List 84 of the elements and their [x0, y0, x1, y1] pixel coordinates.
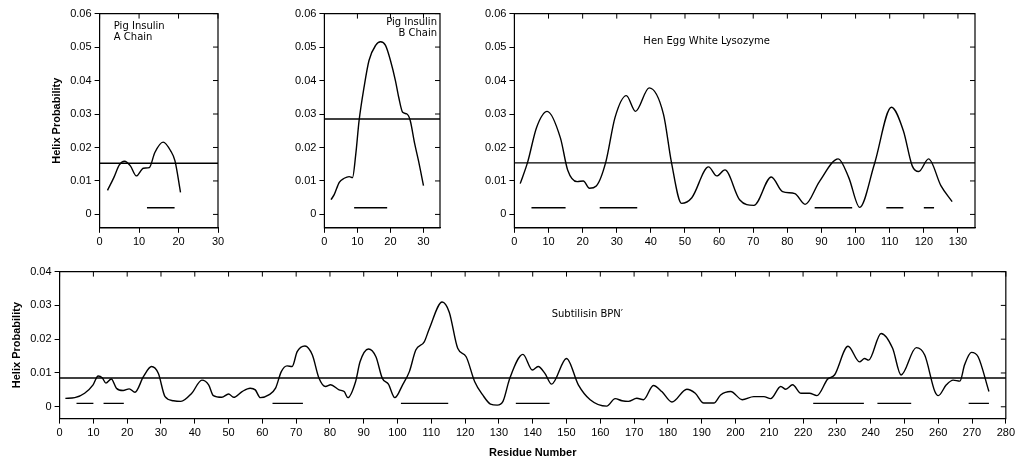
y-tick-label: 0.05 — [484, 40, 507, 53]
y-tick-label: 0.03 — [30, 298, 52, 311]
y-tick-label: 0.01 — [484, 173, 507, 186]
y-tick-label: 0.03 — [294, 107, 317, 120]
x-tick-label: 10 — [542, 235, 555, 248]
x-tick-label: 220 — [793, 426, 813, 439]
y-tick-label: 0.05 — [70, 40, 92, 53]
y-axis-title: Helix Probability — [49, 76, 62, 164]
x-tick-label: 50 — [222, 426, 235, 439]
y-tick-label: 0.04 — [294, 73, 317, 86]
x-tick-label: 170 — [624, 426, 644, 439]
y-tick-label: 0.04 — [30, 264, 52, 277]
x-tick-label: 30 — [211, 235, 225, 248]
y-tick-label: 0.01 — [294, 173, 317, 186]
x-tick-label: 30 — [610, 235, 623, 248]
x-tick-label: 10 — [87, 426, 100, 439]
text: Subtilisin BPN′ — [551, 308, 625, 320]
text: Pig Insulin A Chain — [113, 20, 166, 43]
x-axis-title: Residue Number — [489, 446, 578, 459]
x-tick-label: 110 — [422, 426, 441, 439]
x-tick-label: 10 — [351, 235, 364, 248]
x-tick-label: 190 — [692, 426, 711, 439]
x-tick-label: 110 — [880, 235, 899, 248]
x-tick-label: 200 — [726, 426, 745, 439]
x-tick-label: 210 — [760, 426, 779, 439]
x-tick-label: 100 — [388, 426, 407, 439]
x-tick-label: 60 — [712, 235, 726, 248]
x-tick-label: 40 — [188, 426, 201, 439]
y-tick-label: 0 — [500, 207, 507, 220]
x-tick-label: 50 — [678, 235, 692, 248]
x-tick-label: 80 — [781, 235, 794, 248]
x-tick-label: 180 — [658, 426, 678, 439]
text: Hen Egg White Lysozyme — [643, 35, 771, 47]
y-tick-label: 0.01 — [70, 173, 92, 186]
x-tick-label: 120 — [455, 426, 475, 439]
x-tick-label: 240 — [861, 426, 880, 439]
x-tick-label: 90 — [357, 426, 370, 439]
y-tick-label: 0.04 — [484, 73, 507, 86]
x-tick-label: 140 — [523, 426, 542, 439]
x-tick-label: 30 — [154, 426, 168, 439]
x-tick-label: 20 — [576, 235, 589, 248]
y-tick-label: 0.06 — [294, 6, 317, 19]
x-tick-label: 80 — [323, 426, 337, 439]
y-tick-label: 0.03 — [484, 107, 507, 120]
x-tick-label: 0 — [56, 426, 63, 439]
x-tick-label: 270 — [962, 426, 982, 439]
y-tick-label: 0.01 — [30, 366, 52, 379]
y-tick-label: 0.06 — [484, 6, 507, 19]
x-tick-label: 20 — [121, 426, 134, 439]
x-tick-label: 100 — [846, 235, 865, 248]
y-tick-label: 0 — [85, 207, 92, 220]
y-tick-label: 0 — [310, 207, 317, 220]
x-tick-label: 150 — [557, 426, 576, 439]
x-tick-label: 30 — [417, 235, 430, 248]
x-tick-label: 60 — [256, 426, 269, 439]
x-tick-label: 10 — [132, 235, 146, 248]
x-tick-label: 230 — [827, 426, 847, 439]
text: Pig Insulin B Chain — [385, 15, 437, 38]
x-tick-label: 130 — [948, 235, 968, 248]
x-tick-label: 120 — [914, 235, 933, 248]
y-axis-title: Helix Probability — [9, 301, 22, 389]
y-tick-label: 0 — [45, 399, 52, 412]
x-tick-label: 20 — [172, 235, 185, 248]
x-tick-label: 280 — [996, 426, 1015, 439]
y-tick-label: 0.06 — [70, 6, 92, 19]
x-tick-label: 160 — [591, 426, 610, 439]
x-tick-label: 20 — [384, 235, 397, 248]
y-tick-label: 0.04 — [70, 73, 92, 86]
x-tick-label: 260 — [929, 426, 948, 439]
x-tick-label: 250 — [895, 426, 914, 439]
x-tick-label: 130 — [489, 426, 509, 439]
x-tick-label: 70 — [290, 426, 303, 439]
x-tick-label: 0 — [511, 235, 518, 248]
x-tick-label: 90 — [815, 235, 828, 248]
x-tick-label: 0 — [321, 235, 328, 248]
x-tick-label: 40 — [644, 235, 658, 248]
y-tick-label: 0.02 — [484, 140, 507, 153]
y-tick-label: 0.02 — [30, 332, 52, 345]
x-tick-label: 0 — [96, 235, 103, 248]
x-tick-label: 70 — [747, 235, 760, 248]
y-tick-label: 0.03 — [70, 107, 92, 120]
y-tick-label: 0.02 — [70, 140, 92, 153]
y-tick-label: 0.02 — [294, 140, 317, 153]
y-tick-label: 0.05 — [294, 40, 317, 53]
